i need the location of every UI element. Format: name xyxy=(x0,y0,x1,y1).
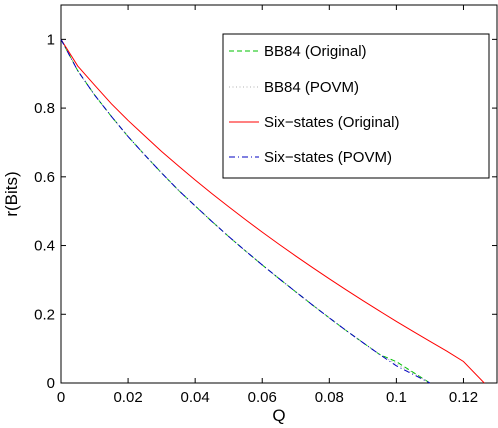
x-tick-label: 0 xyxy=(57,389,65,406)
x-axis-label: Q xyxy=(272,406,285,425)
y-tick-label: 0.6 xyxy=(34,169,55,186)
x-tick-label: 0.08 xyxy=(315,389,344,406)
y-tick-label: 1 xyxy=(47,31,55,48)
y-tick-label: 0.4 xyxy=(34,238,55,255)
y-tick-label: 0.8 xyxy=(34,100,55,117)
x-tick-label: 0.04 xyxy=(181,389,210,406)
y-axis-label: r(Bits) xyxy=(2,171,21,216)
y-tick-label: 0.2 xyxy=(34,306,55,323)
x-tick-label: 0.02 xyxy=(113,389,142,406)
series-line-3 xyxy=(60,39,431,384)
series-layer xyxy=(60,39,485,384)
legend-label-1: BB84 (POVM) xyxy=(264,79,359,96)
x-tick-label: 0.06 xyxy=(248,389,277,406)
x-tick-label: 0.1 xyxy=(386,389,407,406)
y-tick-label: 0 xyxy=(47,375,55,392)
x-tick-label: 0.12 xyxy=(449,389,478,406)
legend-label-0: BB84 (Original) xyxy=(264,43,367,60)
y-axis-ticks: 0 0.2 0.4 0.6 0.8 1 xyxy=(34,31,497,392)
legend-label-3: Six−states (POVM) xyxy=(264,149,392,166)
legend-label-2: Six−states (Original) xyxy=(264,114,399,131)
legend: BB84 (Original) BB84 (POVM) Six−states (Or… xyxy=(222,33,490,179)
x-axis-ticks: 0 0.02 0.04 0.06 0.08 0.1 0.12 xyxy=(57,5,478,406)
series-line-2 xyxy=(60,39,485,384)
legend-box xyxy=(222,33,490,179)
